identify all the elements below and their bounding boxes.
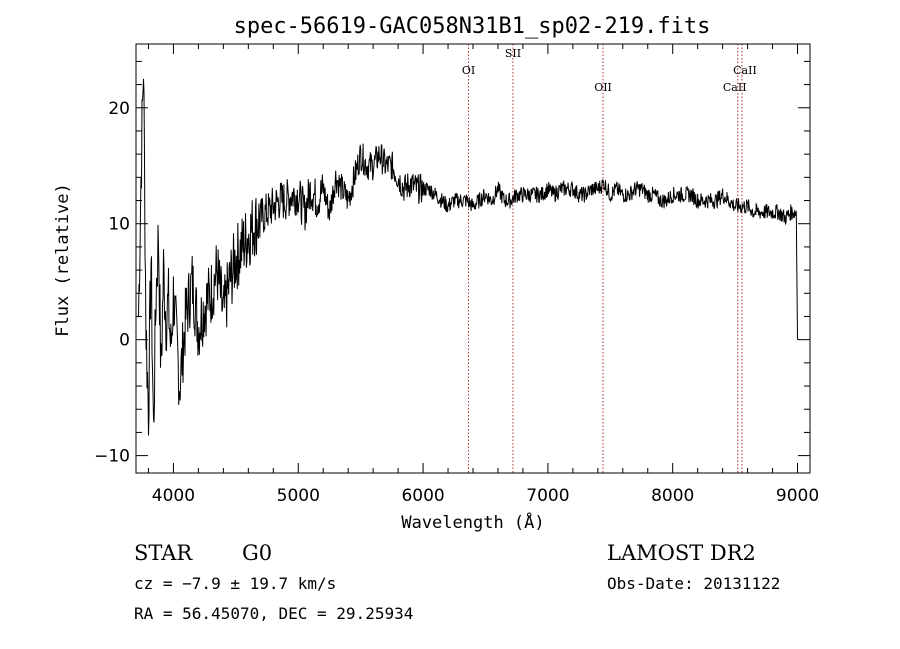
x-tick-label: 9000 (776, 486, 819, 506)
y-tick-label: 20 (108, 99, 130, 119)
y-tick-label: 10 (108, 215, 130, 235)
y-axis-ticks: −10 0 10 20 (94, 60, 810, 467)
object-class: STAR (134, 541, 193, 565)
y-axis-label: Flux (relative) (53, 183, 73, 337)
chart-title: spec-56619-GAC058N31B1_sp02-219.fits (234, 14, 711, 39)
spectral-line-label: SII (505, 47, 521, 60)
spectral-line-labels: OI SII OII CaII CaII (462, 47, 757, 94)
observation-date: Obs-Date: 20131122 (607, 574, 780, 593)
spectral-line-label: OI (462, 64, 475, 77)
spectral-line-label: CaII (723, 81, 747, 94)
spectral-line-label: CaII (733, 64, 757, 77)
y-tick-label: −10 (94, 447, 130, 467)
x-axis-ticks: 4000 5000 6000 7000 8000 9000 (147, 44, 819, 506)
redshift-velocity: cz = −7.9 ± 19.7 km/s (134, 574, 336, 593)
x-tick-label: 4000 (152, 486, 195, 506)
spectral-line-markers (468, 44, 743, 473)
object-subclass: G0 (242, 541, 272, 565)
spectral-line-label: OII (594, 81, 612, 94)
sky-coordinates: RA = 56.45070, DEC = 29.25934 (134, 604, 413, 623)
survey-name: LAMOST DR2 (607, 541, 756, 565)
y-tick-label: 0 (119, 331, 130, 351)
x-tick-label: 8000 (651, 486, 694, 506)
x-tick-label: 5000 (277, 486, 320, 506)
spectrum-line (138, 78, 798, 436)
x-tick-label: 6000 (401, 486, 444, 506)
x-axis-label: Wavelength (Å) (401, 511, 544, 533)
x-tick-label: 7000 (526, 486, 569, 506)
